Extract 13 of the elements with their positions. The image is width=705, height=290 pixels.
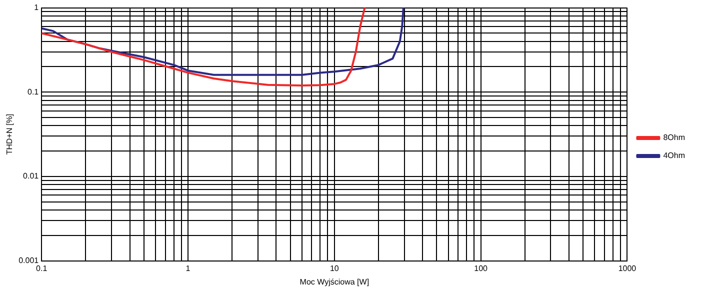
y-tick-label: 0.1 [27,87,40,96]
y-tick-label: 1 [34,3,40,12]
y-tick-label: 0.01 [23,172,40,181]
x-tick-label: 1 [186,264,191,273]
x-tick-label: 10 [330,264,340,273]
x-tick-label: 100 [474,264,488,273]
x-tick-label: 1000 [618,264,637,273]
legend-label: 4Ohm [663,151,686,160]
y-tick-label: 0.001 [18,256,40,266]
x-axis-title: Moc Wyjściowa [W] [300,277,370,286]
x-tick-label: 0.1 [36,264,48,273]
legend-label: 8Ohm [663,133,686,142]
y-axis-title: THD+N [%] [5,114,14,155]
